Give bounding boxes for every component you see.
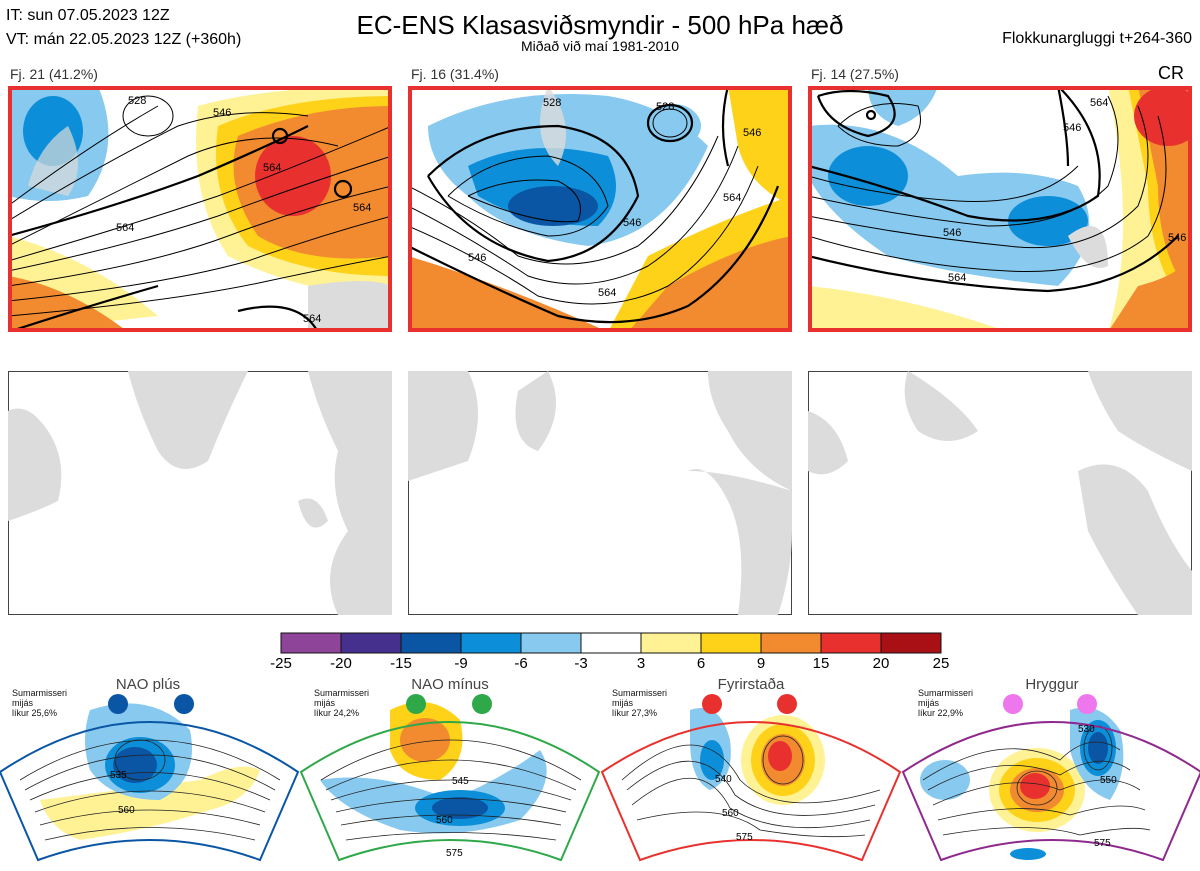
empty-map-2: [408, 371, 792, 615]
colorbar-swatch: [820, 632, 882, 654]
contour-label: 560: [118, 805, 135, 816]
colorbar-tick-label: 6: [696, 655, 706, 672]
regime-title-blocking: Fyrirstaða: [717, 676, 785, 693]
colorbar-swatch: [760, 632, 822, 654]
contour-label: 546: [1063, 122, 1081, 134]
colorbar-tick-label: 25: [932, 655, 950, 672]
regime-map-nao-minus: 545 560 575: [299, 694, 601, 862]
colorbar-swatch: [520, 632, 582, 654]
regime-note-blocking: Sumarmisseri mijás líkur 27,3%: [612, 688, 668, 718]
cr-label: CR: [1158, 63, 1184, 83]
contour-label: 546: [213, 107, 231, 119]
contour-label: 546: [468, 252, 486, 264]
colorbar-tick-label: -3: [574, 655, 588, 672]
colorbar: [280, 632, 944, 659]
contour-label: 546: [623, 217, 641, 229]
regime-map-blocking: 540 560 575: [600, 694, 902, 862]
empty-map-3: [808, 371, 1192, 615]
colorbar-tick-label: -25: [270, 655, 292, 672]
contour-label: 575: [446, 848, 463, 859]
cluster-label-3: Fj. 14 (27.5%): [811, 66, 899, 82]
colorbar-swatch: [340, 632, 402, 654]
colorbar-tick-label: 20: [872, 655, 890, 672]
colorbar-swatch: [400, 632, 462, 654]
page-subtitle: Miðað við maí 1981-2010: [521, 38, 679, 54]
contour-label: 545: [452, 776, 469, 787]
contour-label: 564: [116, 222, 134, 234]
colorbar-tick-label: 15: [812, 655, 830, 672]
contour-label: 550: [1100, 775, 1117, 786]
empty-map-1: [8, 371, 392, 615]
cluster-label-1: Fj. 21 (41.2%): [10, 66, 98, 82]
contour-label: 528: [656, 101, 674, 113]
regime-maps: 535 560 545 560 575: [0, 694, 1200, 862]
contour-label: 528: [543, 97, 561, 109]
contour-label: 564: [1090, 97, 1108, 109]
colorbar-tick-label: -6: [514, 655, 528, 672]
contour-label: 564: [353, 202, 371, 214]
regime-note-nao-minus: Sumarmisseri mijás líkur 24,2%: [314, 688, 370, 718]
regime-map-ridge: 530 550 575: [901, 694, 1200, 862]
colorbar-swatch: [280, 632, 342, 654]
cluster-map-2: 528 528 546 546 546 564 564: [408, 86, 792, 332]
contour-label: 546: [743, 127, 761, 139]
page-title: EC-ENS Klasasviðsmyndir - 500 hPa hæð: [356, 10, 844, 40]
window-label: Flokkunargluggi t+264-360: [1002, 30, 1192, 47]
colorbar-swatch: [880, 632, 942, 654]
valid-time: VT: mán 22.05.2023 12Z (+360h): [6, 31, 242, 48]
colorbar-swatch: [460, 632, 522, 654]
contour-label: 546: [1168, 232, 1186, 244]
regime-note-ridge: Sumarmisseri mijás líkur 22,9%: [918, 688, 974, 718]
colorbar-tick-label: -20: [330, 655, 352, 672]
regime-title-nao-plus: NAO plús: [115, 676, 181, 693]
colorbar-tick-label: 3: [636, 655, 646, 672]
colorbar-tick-label: -15: [390, 655, 412, 672]
colorbar-swatch: [640, 632, 702, 654]
contour-label: 530: [1078, 724, 1095, 735]
init-time: IT: sun 07.05.2023 12Z: [6, 7, 170, 24]
contour-label: 564: [303, 313, 321, 325]
regime-title-nao-minus: NAO mínus: [411, 676, 489, 693]
contour-label: 575: [736, 832, 753, 843]
contour-label: 560: [722, 808, 739, 819]
contour-label: 564: [263, 162, 281, 174]
contour-label: 575: [1094, 838, 1111, 849]
header-times: IT: sun 07.05.2023 12Z VT: mán 22.05.202…: [6, 4, 241, 52]
regime-map-nao-plus: 535 560: [0, 694, 300, 862]
contour-label: 560: [436, 815, 453, 826]
cluster-map-1: 528 546 564 564 564 564: [8, 86, 392, 332]
colorbar-swatch: [580, 632, 642, 654]
colorbar-swatch: [700, 632, 762, 654]
colorbar-swatches: [280, 632, 942, 654]
regime-note-nao-plus: Sumarmisseri mijás líkur 25,6%: [12, 688, 68, 718]
colorbar-tick-label: -9: [454, 655, 468, 672]
contour-label: 564: [723, 192, 741, 204]
contour-label: 546: [943, 227, 961, 239]
cluster-map-3: 546 546 564 546 564: [808, 86, 1192, 332]
contour-label: 528: [128, 95, 146, 107]
cluster-label-2: Fj. 16 (31.4%): [411, 66, 499, 82]
colorbar-tick-label: 9: [756, 655, 766, 672]
contour-label: 535: [110, 770, 127, 781]
contour-label: 540: [715, 774, 732, 785]
regime-title-ridge: Hryggur: [1025, 676, 1079, 693]
contour-label: 564: [948, 272, 966, 284]
contour-label: 564: [598, 287, 616, 299]
